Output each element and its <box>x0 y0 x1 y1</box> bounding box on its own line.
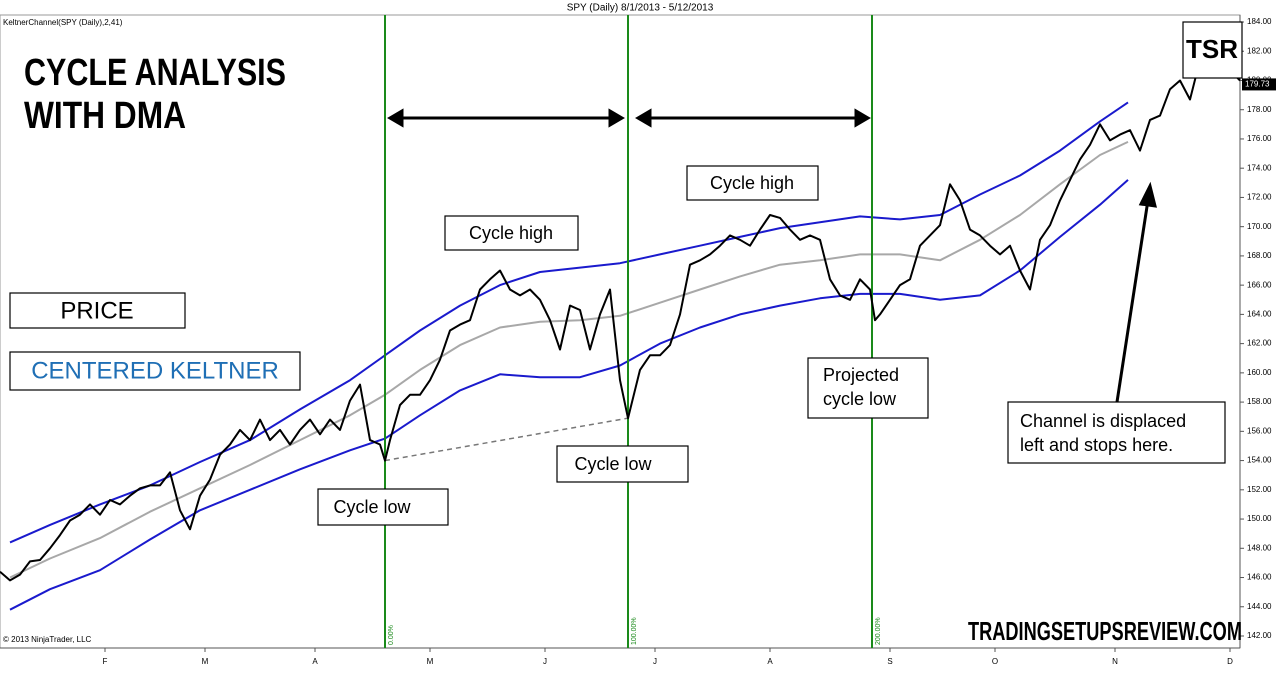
x-tick-label: A <box>312 657 318 666</box>
y-tick-label: 156.00 <box>1247 426 1272 435</box>
logo: TSR <box>1186 34 1238 64</box>
cycle-line-label: 200.00% <box>875 617 882 645</box>
y-tick-label: 174.00 <box>1247 163 1272 172</box>
y-tick-label: 168.00 <box>1247 251 1272 260</box>
y-tick-label: 164.00 <box>1247 309 1272 318</box>
y-tick-label: 182.00 <box>1247 46 1272 55</box>
legend-entry: PRICE <box>60 297 133 324</box>
y-tick-label: 148.00 <box>1247 543 1272 552</box>
annotation: Cycle high <box>710 173 794 193</box>
y-tick-label: 152.00 <box>1247 485 1272 494</box>
x-tick-label: N <box>1112 657 1118 666</box>
legend-box <box>9 351 301 391</box>
y-tick-label: 160.00 <box>1247 368 1272 377</box>
annotation-box <box>1007 401 1226 464</box>
annotation-box <box>317 488 449 526</box>
keltner-lower <box>9 179 1129 611</box>
x-tick-label: F <box>103 657 108 666</box>
y-tick-label: 176.00 <box>1247 134 1272 143</box>
annotation-box <box>686 165 819 201</box>
annotation-box <box>807 357 929 419</box>
legend-entry: CENTERED KELTNER <box>31 357 279 384</box>
overlay: CYCLE ANALYSIS WITH DMA TSR TRADINGSETUP… <box>9 21 1243 646</box>
cycle-line-label: 0.00% <box>388 625 395 645</box>
marks: 142.00 144.00 146.00 148.00 150.00 152.00 154.… <box>0 15 1276 666</box>
heading: CYCLE ANALYSIS <box>24 52 286 94</box>
heading: WITH DMA <box>24 95 186 137</box>
cycle-line-label: 100.00% <box>631 617 638 645</box>
annotation: cycle low <box>823 389 897 409</box>
annotation: Cycle high <box>469 223 553 243</box>
y-tick-label: 184.00 <box>1247 17 1272 26</box>
last-price-label: 179.73 <box>1245 80 1270 89</box>
x-tick-label: M <box>202 657 209 666</box>
watermark: TRADINGSETUPSREVIEW.COM <box>968 616 1242 646</box>
annotation: Projected <box>823 365 899 385</box>
x-tick-label: J <box>543 657 547 666</box>
x-tick-label: D <box>1227 657 1233 666</box>
copyright: © 2013 NinjaTrader, LLC <box>3 635 92 644</box>
annotation: left and stops here. <box>1020 435 1173 455</box>
logo-box <box>1182 21 1243 79</box>
annotation: Channel is displaced <box>1020 411 1186 431</box>
arrows <box>387 108 1157 403</box>
x-tick-label: J <box>653 657 657 666</box>
y-tick-label: 142.00 <box>1247 631 1272 640</box>
y-tick-label: 146.00 <box>1247 573 1272 582</box>
x-tick-label: O <box>992 657 998 666</box>
indicator-label: KeltnerChannel(SPY (Daily),2,41) <box>3 18 123 27</box>
y-tick-label: 162.00 <box>1247 339 1272 348</box>
y-tick-label: 150.00 <box>1247 514 1272 523</box>
y-tick-label: 158.00 <box>1247 397 1272 406</box>
last-price-box <box>1242 78 1276 91</box>
y-tick-label: 154.00 <box>1247 456 1272 465</box>
annotation-box <box>556 445 689 483</box>
price-line <box>0 44 1241 582</box>
x-tick-label: A <box>767 657 773 666</box>
y-tick-label: 166.00 <box>1247 280 1272 289</box>
y-tick-label: 144.00 <box>1247 602 1272 611</box>
plot-frame <box>0 14 1241 649</box>
annotation: Cycle low <box>333 497 411 517</box>
legend-box <box>9 292 186 329</box>
y-tick-label: 178.00 <box>1247 105 1272 114</box>
annotation: Cycle low <box>574 454 652 474</box>
keltner-upper <box>9 101 1129 544</box>
x-tick-label: S <box>887 657 892 666</box>
chart-title: SPY (Daily) 8/1/2013 - 5/12/2013 <box>567 3 714 14</box>
annotation-box <box>444 215 579 251</box>
x-tick-label: M <box>427 657 434 666</box>
y-tick-label: 172.00 <box>1247 193 1272 202</box>
y-tick-label: 170.00 <box>1247 222 1272 231</box>
